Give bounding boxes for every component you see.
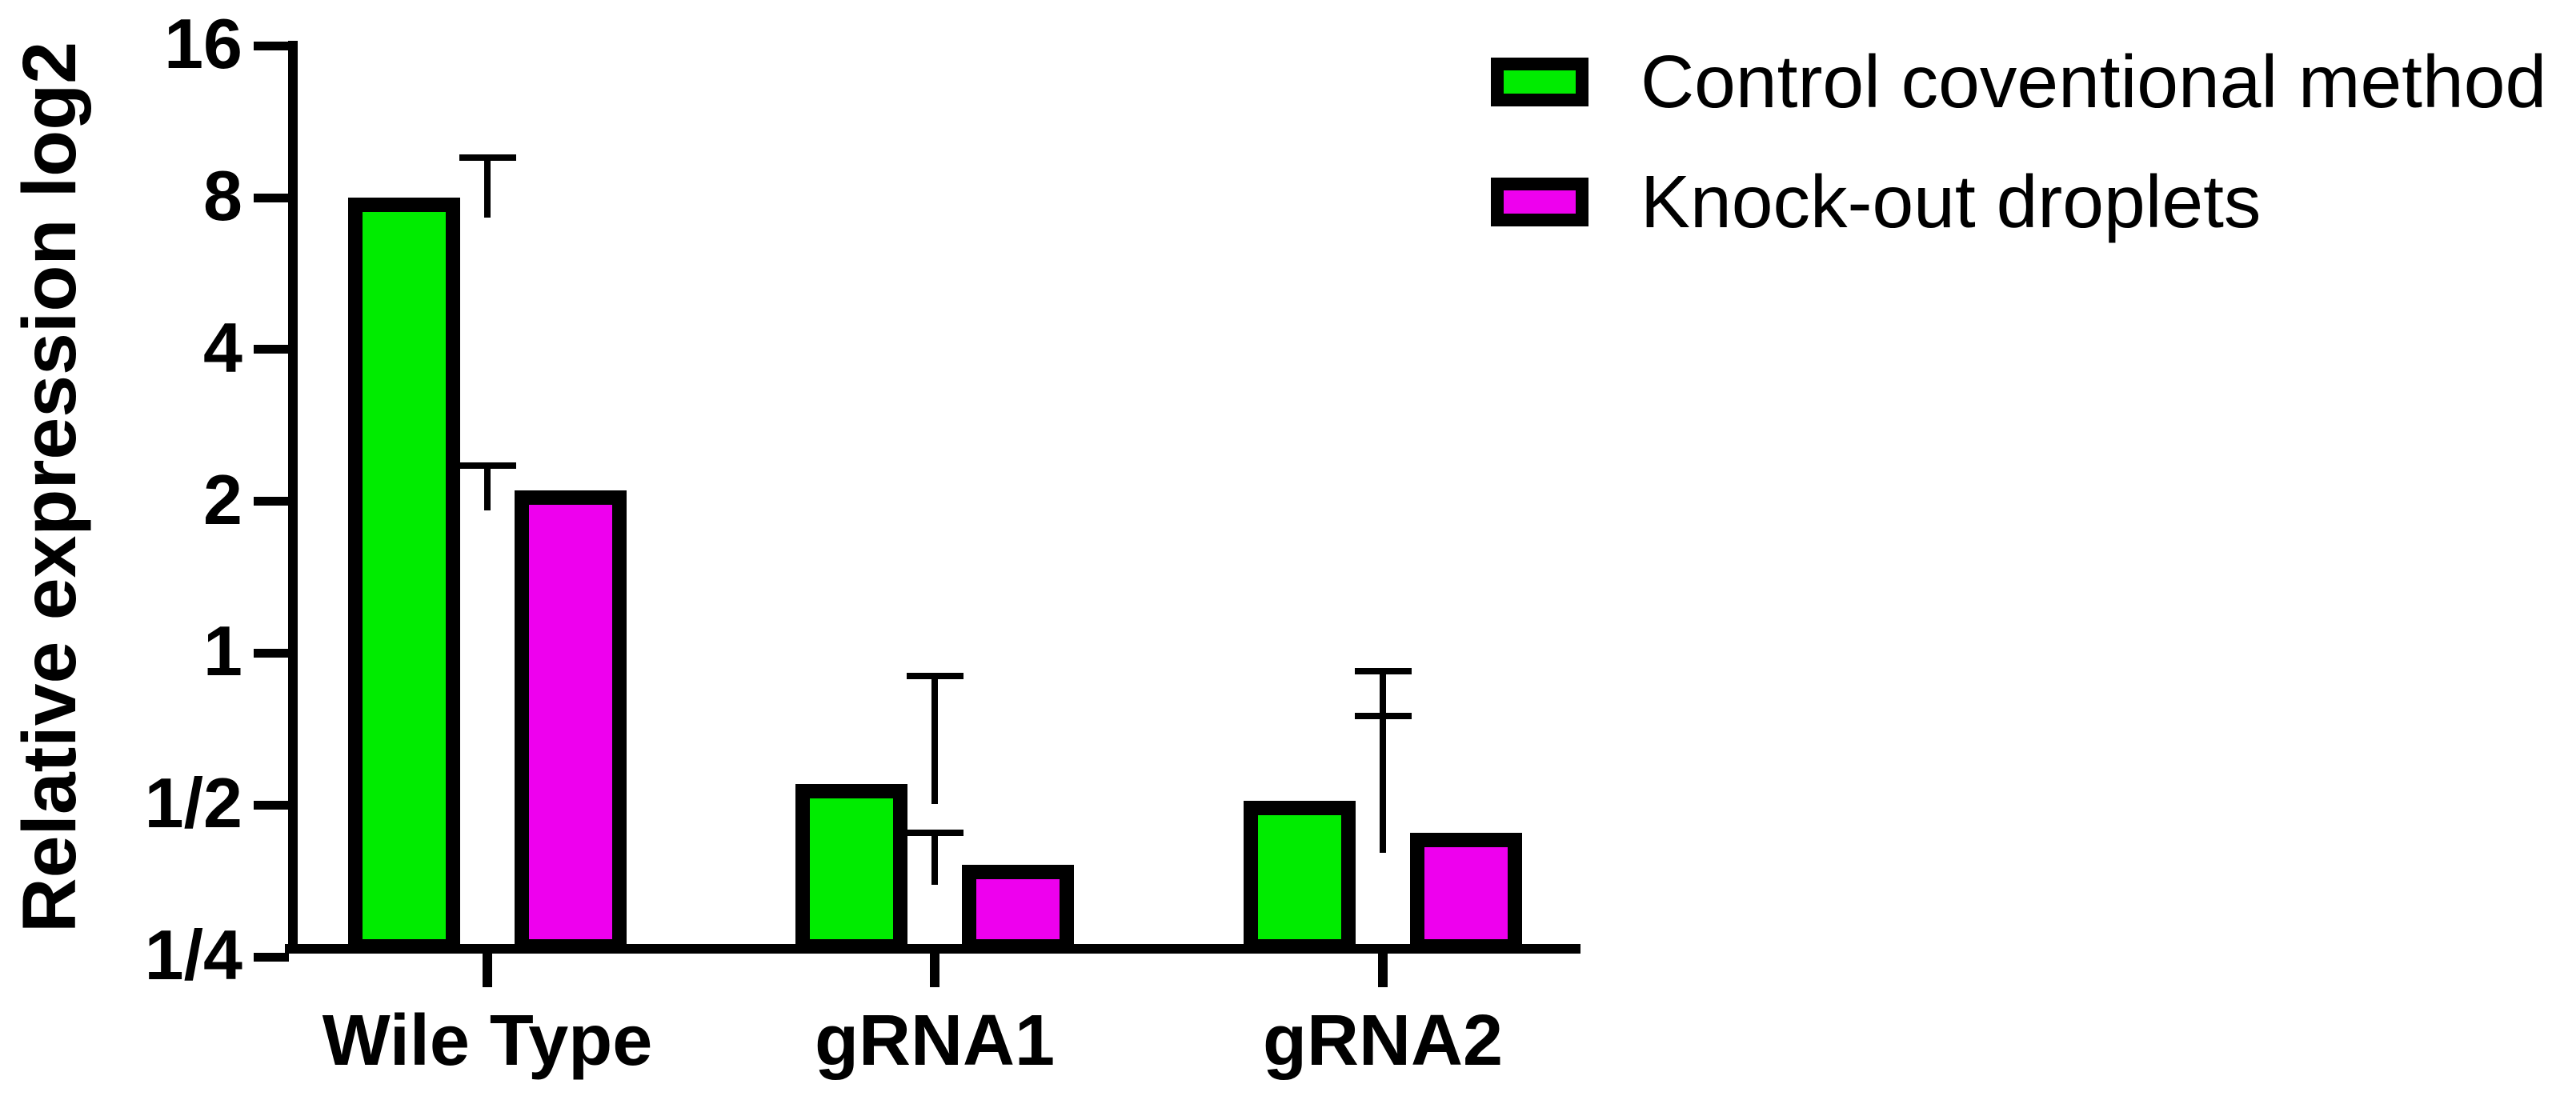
error-bar-cap	[459, 154, 516, 162]
y-tick	[254, 41, 289, 50]
legend-label-control: Control coventional method	[1641, 40, 2547, 123]
bar-knockout-3	[1410, 833, 1522, 954]
x-tick	[930, 954, 939, 987]
y-tick	[254, 952, 289, 962]
bar-control-1	[348, 198, 460, 954]
legend-swatch-green-icon	[1491, 58, 1588, 106]
y-tick	[254, 193, 289, 202]
x-category-label: Wile Type	[322, 1001, 653, 1081]
error-bar-cap	[459, 462, 516, 470]
error-bar-whisker	[931, 833, 938, 886]
legend-swatch-magenta-fill	[1504, 190, 1576, 214]
legend-label-knockout: Knock-out droplets	[1641, 160, 2262, 243]
error-bar-cap	[906, 673, 963, 680]
y-tick-label: 2	[203, 459, 242, 539]
x-category-label: gRNA1	[814, 1001, 1055, 1081]
x-axis-line	[285, 944, 1580, 954]
bar-knockout-1	[515, 490, 627, 954]
y-tick	[254, 648, 289, 658]
legend-swatch-magenta-icon	[1491, 178, 1588, 226]
y-tick-label: 4	[203, 307, 242, 387]
y-tick-label: 1	[203, 611, 242, 691]
y-tick-label: 1/2	[144, 763, 242, 843]
y-tick-label: 8	[203, 156, 242, 235]
error-bar-whisker	[484, 466, 491, 511]
error-bar-whisker	[484, 158, 491, 218]
y-tick-label: 1/4	[144, 915, 242, 994]
y-tick	[254, 800, 289, 810]
x-category-label: gRNA2	[1262, 1001, 1503, 1081]
legend-swatch-green-fill	[1504, 70, 1576, 94]
error-bar-whisker	[1380, 716, 1386, 854]
bar-control-2	[795, 784, 907, 954]
y-tick-label: 16	[164, 4, 242, 84]
y-tick	[254, 345, 289, 354]
bar-control-3	[1244, 800, 1356, 954]
x-tick	[1378, 954, 1388, 987]
error-bar-cap	[1354, 668, 1412, 675]
error-bar-whisker	[931, 676, 938, 805]
bar-knockout-2	[962, 865, 1074, 954]
y-tick	[254, 497, 289, 506]
y-axis-line	[288, 41, 298, 954]
x-tick	[483, 954, 492, 987]
error-bar-cap	[1354, 713, 1412, 720]
error-bar-cap	[906, 830, 963, 837]
